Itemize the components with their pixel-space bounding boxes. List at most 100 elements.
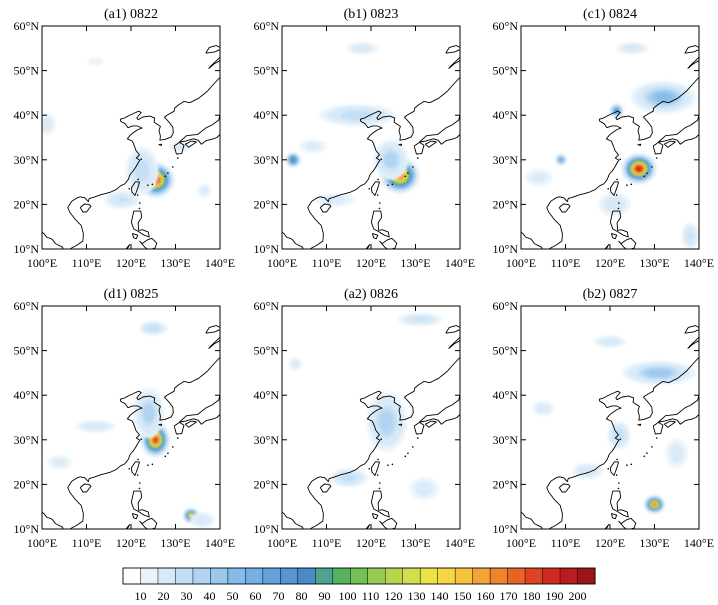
map-panel-3: 100°E 110°E 120°E 130°E 140°E 10°N 20°N 30°N 40°… xyxy=(493,7,715,270)
rain-cell-4 xyxy=(329,468,368,488)
coastline xyxy=(282,45,460,249)
y-tick-label: 30°N xyxy=(14,153,40,167)
colorbar-tick-label: 60 xyxy=(249,589,261,603)
y-tick-label: 50°N xyxy=(493,64,519,78)
precipitation-field xyxy=(47,321,215,529)
y-tick-label: 30°N xyxy=(493,153,519,167)
x-tick-label: 130°E xyxy=(400,536,430,550)
y-tick-label: 40°N xyxy=(14,108,40,122)
colorbar-box xyxy=(297,567,316,585)
rain-cell-2 xyxy=(285,151,302,168)
y-tick-label: 40°N xyxy=(493,388,519,402)
colorbar-tick-label: 150 xyxy=(454,589,472,603)
colorbar-tick-label: 30 xyxy=(180,589,192,603)
y-tick-label: 60°N xyxy=(14,299,40,313)
y-tick-label: 20°N xyxy=(254,477,280,491)
colorbar-tick-label: 110 xyxy=(362,589,380,603)
rain-cell-1 xyxy=(643,494,666,515)
plot-area xyxy=(42,26,220,249)
colorbar-box xyxy=(315,567,334,585)
rain-cell-6 xyxy=(409,477,440,500)
colorbar-box xyxy=(280,567,299,585)
y-tick-label: 60°N xyxy=(493,299,519,313)
rain-cell-7 xyxy=(87,57,104,66)
x-tick-label: 140°E xyxy=(684,256,714,270)
y-tick-label: 20°N xyxy=(14,197,40,211)
colorbar-box xyxy=(227,567,246,585)
rain-cell-7 xyxy=(665,438,688,468)
x-tick-label: 110°E xyxy=(72,536,102,550)
panel-title: (c1) 0824 xyxy=(583,7,637,22)
map-panel-4: 100°E 110°E 120°E 130°E 140°E 10°N 20°N 30°N 40°… xyxy=(14,287,236,550)
rain-cell-3 xyxy=(606,421,631,450)
y-tick-label: 60°N xyxy=(493,19,519,33)
y-tick-label: 60°N xyxy=(254,19,280,33)
colorbar-tick-label: 190 xyxy=(546,589,564,603)
rain-cell-6 xyxy=(197,184,212,198)
colorbar-tick-label: 140 xyxy=(431,589,449,603)
x-tick-label: 140°E xyxy=(445,256,475,270)
colorbar-box xyxy=(402,567,421,585)
y-tick-label: 60°N xyxy=(14,19,40,33)
rain-cell-1 xyxy=(620,152,658,185)
colorbar-tick-label: 20 xyxy=(157,589,169,603)
rain-cell-4 xyxy=(373,139,409,180)
colorbar-box xyxy=(157,567,176,585)
y-tick-label: 10°N xyxy=(493,242,519,256)
rain-cell-5 xyxy=(397,312,443,327)
panel-title: (b1) 0823 xyxy=(344,7,399,22)
x-tick-label: 110°E xyxy=(72,256,102,270)
colorbar-box xyxy=(559,567,579,585)
x-tick-label: 130°E xyxy=(639,256,669,270)
x-tick-label: 120°E xyxy=(356,536,386,550)
y-tick-label: 40°N xyxy=(14,388,40,402)
x-tick-label: 110°E xyxy=(312,536,342,550)
y-tick-label: 40°N xyxy=(254,388,280,402)
colorbar-tick-label: 130 xyxy=(408,589,426,603)
rain-cell-7 xyxy=(681,222,699,249)
colorbar-tick-label: 170 xyxy=(500,589,518,603)
colorbar-box xyxy=(577,567,596,585)
plot-area xyxy=(42,306,220,529)
colorbar-box xyxy=(122,567,142,585)
colorbar-tick-label: 10 xyxy=(134,589,146,603)
y-tick-label: 10°N xyxy=(493,522,519,536)
rain-cell-5 xyxy=(598,192,631,217)
rain-cell-7 xyxy=(190,512,215,529)
x-tick-label: 100°E xyxy=(267,536,297,550)
x-tick-label: 100°E xyxy=(27,536,57,550)
rain-cell-6 xyxy=(314,193,356,207)
colorbar-box xyxy=(507,567,526,585)
plot-area xyxy=(282,26,460,249)
colorbar-box xyxy=(472,567,491,585)
colorbar-tick-label: 180 xyxy=(523,589,541,603)
colorbar-box xyxy=(192,567,211,585)
rain-cell-2 xyxy=(125,147,159,195)
y-tick-label: 40°N xyxy=(493,108,519,122)
map-panel-1: 100°E 110°E 120°E 130°E 140°E 10°N 20°N 30°N 40°… xyxy=(14,7,236,270)
colorbar-box xyxy=(175,567,194,585)
y-tick-label: 30°N xyxy=(254,153,280,167)
precipitation-field xyxy=(288,312,443,500)
panel-title: (b2) 0827 xyxy=(583,287,638,302)
rain-cell-5 xyxy=(75,420,116,433)
coastline xyxy=(42,325,220,529)
y-tick-label: 20°N xyxy=(14,477,40,491)
rain-cell-6 xyxy=(532,401,555,416)
y-tick-label: 20°N xyxy=(493,197,519,211)
rain-cell-5 xyxy=(346,42,379,55)
y-tick-label: 30°N xyxy=(14,433,40,447)
colorbar-box xyxy=(332,567,351,585)
x-tick-label: 130°E xyxy=(160,536,190,550)
x-tick-label: 130°E xyxy=(400,256,430,270)
rain-cell-3 xyxy=(319,104,396,127)
rain-cell-4 xyxy=(42,113,56,136)
y-tick-label: 50°N xyxy=(14,64,40,78)
x-tick-label: 120°E xyxy=(595,256,625,270)
colorbar-tick-label: 80 xyxy=(295,589,307,603)
precipitation-field xyxy=(525,42,699,249)
panel-title: (d1) 0825 xyxy=(104,287,159,302)
x-tick-label: 110°E xyxy=(551,256,581,270)
x-tick-label: 120°E xyxy=(595,536,625,550)
x-tick-label: 140°E xyxy=(684,536,714,550)
